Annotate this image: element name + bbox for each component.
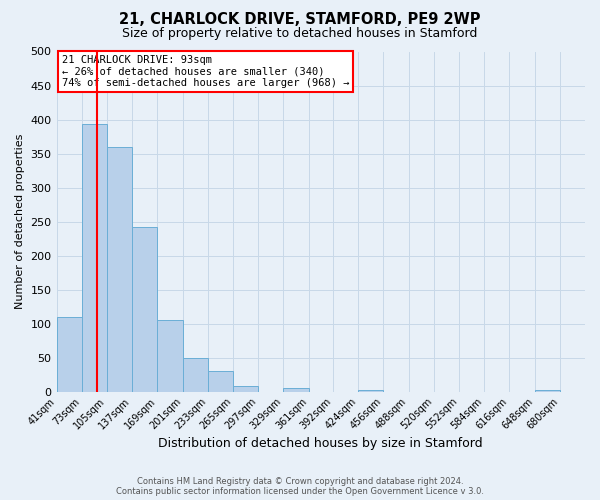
Bar [283, 388, 308, 392]
Bar [233, 386, 258, 392]
Bar [82, 124, 107, 392]
Bar [208, 371, 233, 392]
Text: Size of property relative to detached houses in Stamford: Size of property relative to detached ho… [122, 28, 478, 40]
Bar [358, 390, 383, 392]
Text: 21, CHARLOCK DRIVE, STAMFORD, PE9 2WP: 21, CHARLOCK DRIVE, STAMFORD, PE9 2WP [119, 12, 481, 28]
Bar [56, 317, 82, 392]
Text: 21 CHARLOCK DRIVE: 93sqm
← 26% of detached houses are smaller (340)
74% of semi-: 21 CHARLOCK DRIVE: 93sqm ← 26% of detach… [62, 55, 349, 88]
Bar [182, 358, 208, 392]
Y-axis label: Number of detached properties: Number of detached properties [15, 134, 25, 309]
Text: Contains HM Land Registry data © Crown copyright and database right 2024.
Contai: Contains HM Land Registry data © Crown c… [116, 476, 484, 496]
Bar [107, 146, 132, 392]
X-axis label: Distribution of detached houses by size in Stamford: Distribution of detached houses by size … [158, 437, 483, 450]
Bar [535, 390, 560, 392]
Bar [132, 227, 157, 392]
Bar [157, 320, 182, 392]
